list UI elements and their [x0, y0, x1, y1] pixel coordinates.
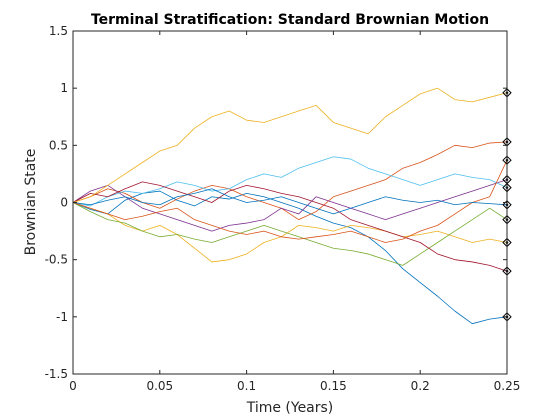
x-tick-label: 0.25 — [494, 379, 521, 393]
series-7-line — [72, 181, 508, 272]
y-tick-label: -1 — [56, 310, 68, 324]
series-9-line — [72, 160, 508, 243]
series-3-line — [72, 202, 508, 263]
y-tick-label: -0.5 — [45, 253, 68, 267]
chart-title: Terminal Stratification: Standard Browni… — [91, 12, 489, 28]
series-2-line — [72, 141, 508, 221]
series-layer — [72, 87, 508, 325]
y-tick-label: -1.5 — [45, 367, 68, 381]
y-tick-label: 1.5 — [49, 24, 68, 38]
series-4-line — [72, 179, 508, 232]
series-8-line — [72, 87, 508, 203]
series-10-line — [72, 188, 508, 215]
y-axis-label: Brownian State — [23, 149, 39, 256]
series-6-line — [72, 156, 508, 207]
x-tick-label: 0.1 — [237, 379, 256, 393]
x-tick-label: 0.15 — [320, 379, 347, 393]
x-tick-label: 0.05 — [146, 379, 173, 393]
tick-layer: 0 0.05 0.1 0.15 0.2 0.25 -1.5 -1 -0.5 0 0.5 1 1.5 — [45, 24, 521, 393]
x-tick-label: 0.2 — [411, 379, 430, 393]
y-tick-label: 0 — [60, 196, 68, 210]
x-axis-label: Time (Years) — [246, 400, 334, 416]
y-tick-label: 1 — [60, 81, 68, 95]
x-tick-label: 0 — [69, 379, 77, 393]
plot-area — [73, 31, 507, 374]
y-tick-label: 0.5 — [49, 138, 68, 152]
series-5-line — [72, 202, 508, 266]
